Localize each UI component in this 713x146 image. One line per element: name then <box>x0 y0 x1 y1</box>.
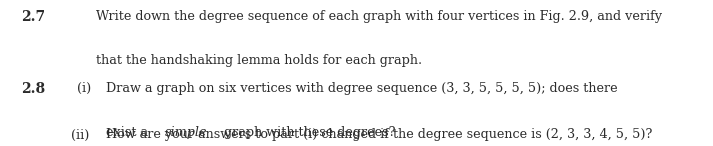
Text: (i): (i) <box>77 82 91 95</box>
Text: graph with these degrees?: graph with these degrees? <box>220 126 396 139</box>
Text: 2.7: 2.7 <box>21 10 46 24</box>
Text: Draw a graph on six vertices with degree sequence (3, 3, 5, 5, 5, 5); does there: Draw a graph on six vertices with degree… <box>106 82 617 95</box>
Text: (ii): (ii) <box>71 128 90 141</box>
Text: that the handshaking lemma holds for each graph.: that the handshaking lemma holds for eac… <box>96 54 422 67</box>
Text: exist a: exist a <box>106 126 152 139</box>
Text: Write down the degree sequence of each graph with four vertices in Fig. 2.9, and: Write down the degree sequence of each g… <box>96 10 662 23</box>
Text: How are your answers to part (i) changed if the degree sequence is (2, 3, 3, 4, : How are your answers to part (i) changed… <box>106 128 652 141</box>
Text: simple: simple <box>165 126 207 139</box>
Text: 2.8: 2.8 <box>21 82 46 96</box>
